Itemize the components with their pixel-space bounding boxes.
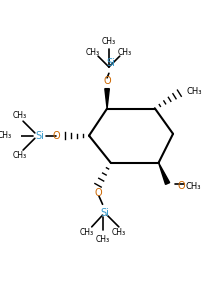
Text: Si: Si bbox=[100, 208, 109, 218]
Polygon shape bbox=[105, 89, 109, 108]
Text: Si: Si bbox=[35, 131, 44, 141]
Text: CH₃: CH₃ bbox=[12, 151, 27, 160]
Text: O: O bbox=[53, 131, 60, 141]
Text: CH₃: CH₃ bbox=[86, 48, 100, 57]
Text: O: O bbox=[103, 76, 111, 86]
Text: CH₃: CH₃ bbox=[79, 228, 93, 237]
Text: CH₃: CH₃ bbox=[118, 48, 132, 57]
Text: CH₃: CH₃ bbox=[95, 235, 110, 244]
Text: CH₃: CH₃ bbox=[12, 111, 27, 120]
Text: CH₃: CH₃ bbox=[187, 87, 202, 96]
Text: O: O bbox=[94, 188, 102, 198]
Text: Si: Si bbox=[106, 58, 115, 68]
Text: CH₃: CH₃ bbox=[102, 37, 116, 46]
Text: CH₃: CH₃ bbox=[0, 131, 12, 140]
Text: O: O bbox=[177, 181, 185, 191]
Text: CH₃: CH₃ bbox=[112, 228, 126, 237]
Polygon shape bbox=[159, 163, 170, 185]
Text: CH₃: CH₃ bbox=[185, 182, 201, 191]
